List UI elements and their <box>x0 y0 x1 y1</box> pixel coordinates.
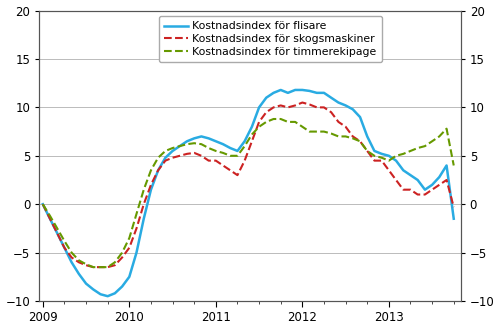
Kostnadsindex för timmerekipage <box>400 152 406 156</box>
Kostnadsindex för flisare <box>400 168 406 172</box>
Kostnadsindex för skogsmaskiner <box>90 265 96 269</box>
Kostnadsindex för timmerekipage <box>148 168 154 172</box>
Kostnadsindex för timmerekipage <box>357 139 363 143</box>
Kostnadsindex för timmerekipage <box>141 188 147 192</box>
Kostnadsindex för flisare <box>278 88 283 92</box>
Kostnadsindex för timmerekipage <box>436 134 442 138</box>
Kostnadsindex för flisare <box>148 188 154 192</box>
Kostnadsindex för skogsmaskiner <box>436 183 442 187</box>
Kostnadsindex för skogsmaskiner <box>148 183 154 187</box>
Kostnadsindex för timmerekipage <box>90 265 96 269</box>
Line: Kostnadsindex för timmerekipage: Kostnadsindex för timmerekipage <box>43 119 454 267</box>
Kostnadsindex för skogsmaskiner <box>328 110 334 114</box>
Kostnadsindex för skogsmaskiner <box>400 188 406 192</box>
Line: Kostnadsindex för flisare: Kostnadsindex för flisare <box>43 90 454 296</box>
Kostnadsindex för timmerekipage <box>40 202 46 206</box>
Legend: Kostnadsindex för flisare, Kostnadsindex för skogsmaskiner, Kostnadsindex för ti: Kostnadsindex för flisare, Kostnadsindex… <box>158 16 382 62</box>
Kostnadsindex för flisare <box>328 96 334 100</box>
Kostnadsindex för timmerekipage <box>270 117 276 121</box>
Kostnadsindex för flisare <box>104 294 110 298</box>
Kostnadsindex för skogsmaskiner <box>300 101 306 105</box>
Kostnadsindex för flisare <box>141 217 147 221</box>
Kostnadsindex för skogsmaskiner <box>357 139 363 143</box>
Kostnadsindex för skogsmaskiner <box>450 205 456 209</box>
Kostnadsindex för flisare <box>40 202 46 206</box>
Kostnadsindex för skogsmaskiner <box>40 202 46 206</box>
Kostnadsindex för flisare <box>436 175 442 179</box>
Kostnadsindex för flisare <box>450 217 456 221</box>
Kostnadsindex för timmerekipage <box>450 163 456 167</box>
Kostnadsindex för timmerekipage <box>328 132 334 136</box>
Kostnadsindex för flisare <box>357 115 363 119</box>
Kostnadsindex för skogsmaskiner <box>141 202 147 206</box>
Line: Kostnadsindex för skogsmaskiner: Kostnadsindex för skogsmaskiner <box>43 103 454 267</box>
